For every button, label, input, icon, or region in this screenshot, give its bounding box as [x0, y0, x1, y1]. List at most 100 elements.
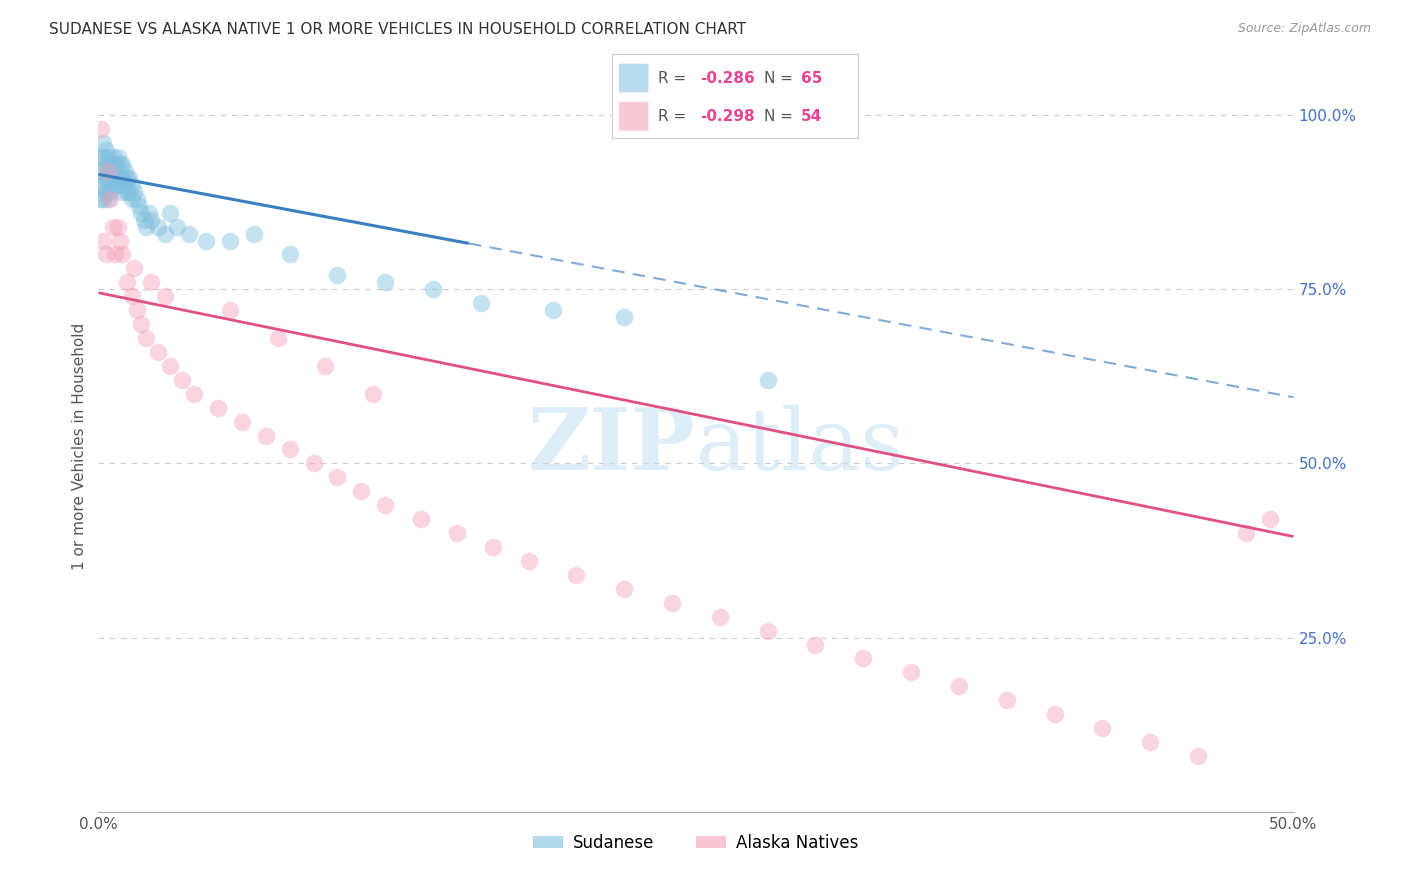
Point [97, 192, 120, 206]
Point [118, 170, 141, 185]
Point [91, 234, 114, 248]
Point [613, 582, 636, 596]
Point [90, 192, 112, 206]
Point [101, 178, 124, 192]
Point [1139, 735, 1161, 749]
Text: N =: N = [765, 70, 799, 86]
Point [135, 219, 157, 234]
Point [207, 401, 229, 415]
Legend: Sudanese, Alaska Natives: Sudanese, Alaska Natives [527, 827, 865, 858]
Point [97, 164, 120, 178]
Text: -0.286: -0.286 [700, 70, 755, 86]
Point [97, 178, 120, 192]
Point [124, 185, 146, 199]
Point [254, 428, 277, 442]
Text: R =: R = [658, 109, 692, 124]
Point [948, 679, 970, 693]
Point [114, 164, 136, 178]
FancyBboxPatch shape [619, 102, 648, 130]
Point [91, 164, 114, 178]
Point [97, 164, 120, 178]
Point [172, 373, 194, 387]
Point [115, 185, 138, 199]
Point [243, 227, 266, 241]
Point [115, 170, 138, 185]
Point [108, 170, 131, 185]
Point [804, 638, 827, 652]
Point [94, 143, 117, 157]
Point [363, 386, 385, 401]
Point [756, 373, 779, 387]
Point [852, 651, 875, 665]
Point [756, 624, 779, 638]
Point [101, 164, 124, 178]
Point [131, 317, 153, 331]
Text: SUDANESE VS ALASKA NATIVE 1 OR MORE VEHICLES IN HOUSEHOLD CORRELATION CHART: SUDANESE VS ALASKA NATIVE 1 OR MORE VEHI… [49, 22, 747, 37]
Point [121, 289, 143, 303]
Text: Source: ZipAtlas.com: Source: ZipAtlas.com [1237, 22, 1371, 36]
Point [118, 185, 141, 199]
Point [1043, 707, 1066, 722]
Point [709, 609, 731, 624]
Point [125, 192, 148, 206]
Point [91, 136, 114, 150]
Point [374, 275, 396, 289]
Point [350, 484, 373, 499]
Text: R =: R = [658, 70, 692, 86]
Point [114, 178, 136, 192]
Point [219, 303, 242, 318]
Point [94, 157, 117, 171]
Point [115, 275, 138, 289]
Point [159, 359, 181, 373]
Point [302, 457, 325, 471]
Point [422, 282, 444, 296]
Point [148, 219, 170, 234]
Point [411, 512, 433, 526]
Point [91, 150, 114, 164]
Point [613, 310, 636, 325]
Point [155, 289, 177, 303]
Text: 54: 54 [801, 109, 823, 124]
Point [90, 150, 112, 164]
Point [481, 540, 505, 554]
Point [179, 227, 201, 241]
Text: 65: 65 [801, 70, 823, 86]
Text: atlas: atlas [696, 404, 905, 488]
Point [1258, 512, 1281, 526]
Point [139, 275, 162, 289]
Point [108, 234, 131, 248]
Text: -0.298: -0.298 [700, 109, 755, 124]
Point [900, 665, 922, 680]
Point [90, 178, 112, 192]
Point [111, 170, 134, 185]
Point [138, 205, 160, 219]
Point [101, 150, 124, 164]
Text: ZIP: ZIP [529, 404, 696, 488]
Point [446, 526, 468, 541]
Point [1234, 526, 1257, 541]
Point [166, 219, 188, 234]
Point [94, 170, 117, 185]
Point [374, 498, 396, 512]
Point [121, 192, 143, 206]
Point [565, 567, 588, 582]
Point [155, 227, 177, 241]
Point [91, 192, 114, 206]
Point [231, 415, 253, 429]
Point [131, 205, 153, 219]
Point [107, 150, 129, 164]
Point [326, 268, 349, 283]
Point [121, 178, 143, 192]
Point [995, 693, 1018, 707]
Point [90, 122, 112, 136]
Point [94, 185, 117, 199]
Point [125, 303, 148, 318]
Point [98, 157, 122, 171]
Point [97, 150, 120, 164]
Point [104, 170, 127, 185]
Point [124, 261, 146, 276]
Point [267, 331, 290, 345]
Point [135, 331, 157, 345]
Point [132, 212, 155, 227]
Point [91, 178, 114, 192]
